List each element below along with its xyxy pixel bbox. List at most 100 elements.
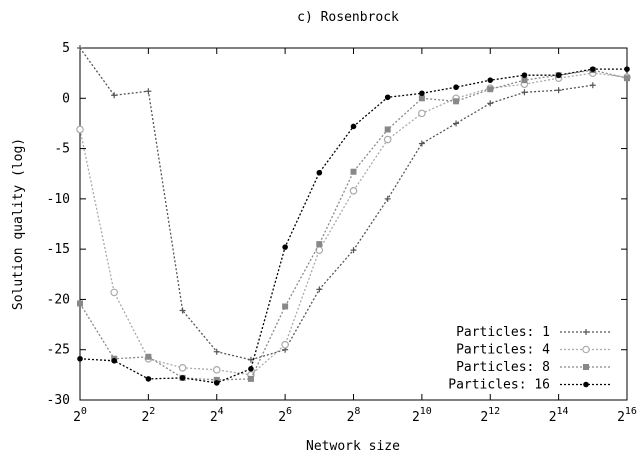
- data-point: [282, 244, 288, 250]
- x-tick-base: 2: [412, 410, 420, 425]
- data-point: [582, 345, 590, 354]
- legend: Particles: 1 Particles: 4 Particles: 8 Part…: [448, 325, 612, 393]
- data-point: [384, 94, 391, 101]
- data-point: [178, 364, 187, 372]
- x-tick-base: 2: [347, 410, 355, 425]
- data-point: [589, 82, 596, 89]
- x-tick-label: 22: [141, 406, 155, 425]
- data-point: [316, 169, 323, 176]
- legend-entry: Particles: 1: [456, 325, 612, 340]
- data-point: [145, 353, 152, 360]
- legend-label: Particles: 16: [448, 378, 550, 393]
- data-point: [111, 92, 118, 99]
- y-tick-label: -15: [47, 242, 70, 257]
- data-point: [145, 376, 152, 382]
- x-tick-base: 2: [73, 410, 81, 425]
- x-tick-base: 2: [480, 410, 488, 425]
- data-point: [521, 89, 528, 96]
- data-point: [487, 86, 494, 93]
- data-point: [555, 87, 562, 94]
- x-axis-title: Network size: [306, 439, 400, 454]
- data-point: [624, 75, 630, 82]
- data-point: [419, 90, 425, 97]
- data-point: [212, 366, 221, 374]
- data-point: [281, 340, 289, 349]
- data-point: [418, 109, 426, 118]
- y-axis-title: Solution quality (log): [11, 138, 26, 310]
- y-tick-label: -5: [54, 142, 70, 157]
- y-tick-label: -25: [47, 343, 70, 358]
- data-point: [350, 168, 357, 175]
- x-tick-label: 214: [549, 406, 569, 425]
- series-line: [79, 69, 628, 381]
- legend-entry: Particles: 4: [456, 343, 612, 358]
- data-point: [350, 247, 357, 254]
- data-point: [282, 303, 289, 310]
- data-point: [247, 356, 254, 363]
- data-point: [248, 366, 254, 372]
- x-tick-exponent: 10: [420, 406, 432, 417]
- y-tick-label: 5: [62, 41, 70, 56]
- data-point: [583, 329, 589, 335]
- data-point: [487, 77, 494, 83]
- data-point: [487, 100, 494, 107]
- y-axis: 5 0 -5 -10 -15 -20 -25 -30: [47, 41, 627, 408]
- data-point: [555, 72, 562, 78]
- data-point: [213, 348, 220, 355]
- data-point: [145, 88, 152, 95]
- data-point: [213, 376, 220, 383]
- data-point: [418, 95, 425, 102]
- series-1: [77, 45, 596, 363]
- x-tick-exponent: 16: [625, 406, 637, 417]
- legend-label: Particles: 8: [456, 360, 550, 375]
- x-tick-exponent: 14: [557, 406, 569, 417]
- x-tick-label: 20: [73, 406, 87, 425]
- data-point: [521, 72, 528, 78]
- x-tick-base: 2: [617, 410, 625, 425]
- data-point: [247, 375, 254, 382]
- x-tick-base: 2: [278, 410, 286, 425]
- x-tick-label: 212: [480, 406, 500, 425]
- data-point: [453, 84, 459, 91]
- x-tick-exponent: 2: [149, 406, 155, 417]
- data-point: [383, 135, 392, 144]
- data-point: [453, 120, 460, 127]
- data-point: [213, 380, 220, 386]
- data-point: [583, 364, 589, 370]
- data-point: [624, 66, 630, 72]
- x-tick-label: 24: [210, 406, 224, 425]
- y-tick-label: -10: [47, 192, 70, 207]
- series-line: [79, 72, 628, 376]
- x-tick-exponent: 0: [81, 406, 87, 417]
- x-tick-exponent: 12: [488, 406, 500, 417]
- y-tick-label: -20: [47, 292, 70, 307]
- legend-label: Particles: 4: [456, 343, 550, 358]
- x-tick-label: 216: [617, 406, 637, 425]
- data-point: [76, 125, 84, 134]
- x-tick-label: 26: [278, 406, 292, 425]
- data-point: [349, 187, 358, 195]
- x-tick-base: 2: [549, 410, 557, 425]
- data-point: [384, 195, 391, 202]
- x-tick-base: 2: [210, 410, 218, 425]
- data-point: [179, 375, 186, 381]
- data-point: [111, 357, 117, 364]
- data-point: [583, 381, 589, 388]
- data-point: [316, 241, 323, 248]
- data-point: [77, 45, 83, 51]
- data-point: [77, 355, 83, 362]
- y-tick-label: -30: [47, 393, 70, 408]
- series-layer: [76, 45, 631, 386]
- series-line: [79, 47, 593, 361]
- y-tick-label: 0: [62, 91, 70, 106]
- x-tick-exponent: 4: [218, 406, 224, 417]
- data-point: [77, 300, 83, 307]
- x-axis: 20 22 24 26 28 210 212 214 216: [73, 48, 637, 425]
- x-tick-exponent: 8: [354, 406, 360, 417]
- data-point: [316, 286, 323, 293]
- legend-label: Particles: 1: [456, 325, 550, 340]
- data-point: [350, 123, 357, 130]
- data-point: [418, 140, 425, 147]
- x-tick-exponent: 6: [286, 406, 292, 417]
- x-tick-base: 2: [141, 410, 149, 425]
